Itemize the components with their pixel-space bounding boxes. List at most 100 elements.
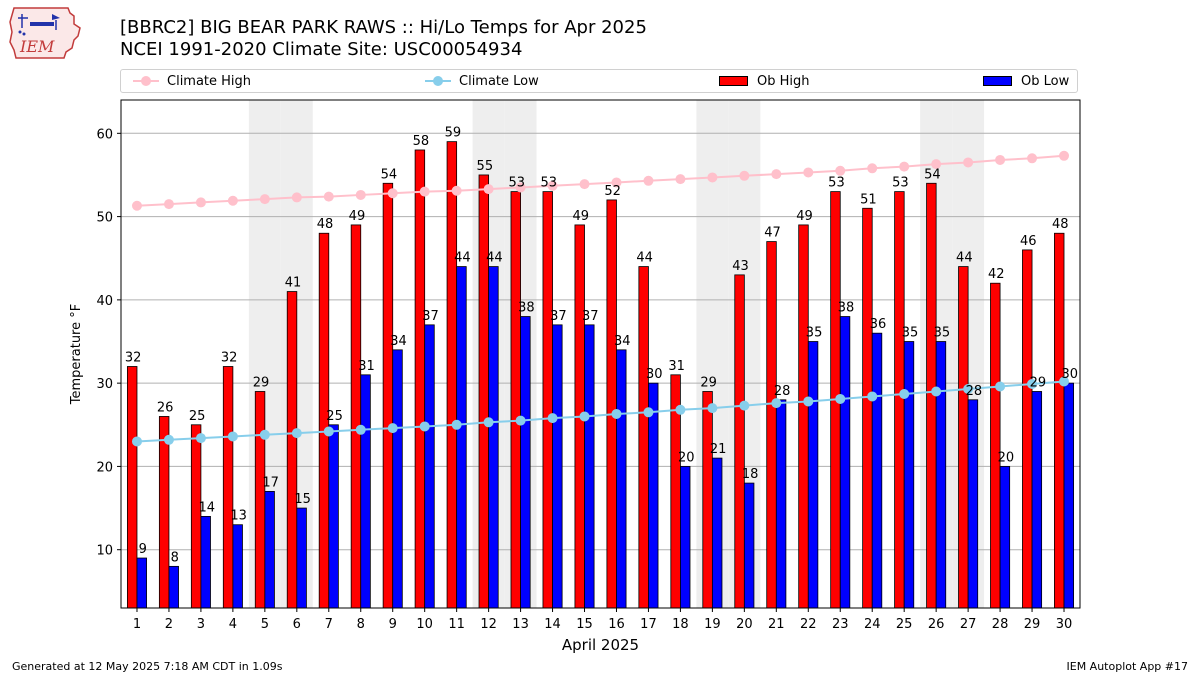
- ob-high-bar: [1054, 232, 1065, 609]
- x-tick-label: 11: [448, 617, 465, 632]
- ob-high-value-label: 49: [572, 209, 589, 224]
- generated-timestamp: Generated at 12 May 2025 7:18 AM CDT in …: [12, 660, 283, 673]
- ob-high-value-label: 55: [477, 159, 494, 174]
- climate-high-point: [547, 180, 558, 191]
- chart-legend: Climate High Climate Low Ob High Ob Low: [120, 69, 1078, 93]
- ob-high-bar: [542, 191, 553, 609]
- ob-high-bar: [190, 424, 202, 609]
- y-tick-label: 40: [96, 294, 113, 309]
- x-tick-label: 26: [928, 617, 945, 632]
- ob-low-value-label: 34: [614, 334, 631, 349]
- x-tick-label: 19: [704, 617, 721, 632]
- ob-low-bar: [616, 349, 627, 609]
- climate-low-point: [387, 423, 398, 434]
- x-tick-label: 20: [736, 617, 753, 632]
- ob-high-value-label: 49: [796, 209, 813, 224]
- ob-low-bar: [871, 332, 883, 609]
- ob-high-bar: [254, 391, 266, 609]
- ob-high-value-label: 29: [253, 375, 270, 390]
- x-tick-label: 18: [672, 617, 689, 632]
- ob-high-bar: [638, 266, 649, 609]
- y-tick-label: 60: [96, 127, 113, 142]
- climate-low-point: [259, 429, 270, 440]
- ob-high-value-label: 47: [764, 226, 781, 241]
- climate-high-point: [995, 154, 1006, 165]
- ob-high-value-label: 46: [1020, 234, 1037, 249]
- ob-high-bar: [734, 274, 745, 609]
- legend-label-ob-high: Ob High: [757, 73, 810, 89]
- ob-high-value-label: 51: [860, 192, 877, 207]
- ob-low-value-label: 17: [262, 475, 279, 490]
- x-tick-label: 17: [640, 617, 657, 632]
- ob-low-bar: [967, 399, 979, 609]
- ob-high-value-label: 43: [732, 259, 749, 274]
- ob-low-value-label: 35: [806, 326, 823, 341]
- ob-low-value-label: 20: [678, 450, 695, 465]
- ob-high-value-label: 32: [125, 350, 142, 365]
- ob-low-bar: [520, 316, 531, 609]
- climate-high-point: [899, 161, 910, 172]
- ob-high-bar: [222, 366, 234, 609]
- ob-low-value-label: 15: [294, 492, 311, 507]
- ob-high-value-label: 44: [956, 251, 973, 266]
- ob-low-value-label: 44: [486, 251, 503, 266]
- svg-text:IEM: IEM: [19, 37, 55, 56]
- ob-low-value-label: 36: [870, 317, 887, 332]
- ob-low-bar: [1031, 391, 1043, 609]
- ob-high-value-label: 53: [828, 176, 845, 191]
- legend-item-ob-low: Ob Low: [983, 70, 1069, 92]
- x-tick-label: 23: [832, 617, 849, 632]
- ob-high-bar: [350, 224, 362, 609]
- ob-low-value-label: 38: [838, 301, 855, 316]
- x-tick-label: 6: [293, 617, 301, 632]
- ob-low-value-label: 37: [550, 309, 567, 324]
- ob-high-value-label: 42: [988, 267, 1005, 282]
- climate-high-point: [739, 170, 750, 181]
- ob-low-value-label: 21: [710, 442, 727, 457]
- climate-low-point: [611, 408, 622, 419]
- ob-high-value-label: 54: [924, 167, 941, 182]
- climate-low-point: [835, 393, 846, 404]
- climate-high-point: [707, 172, 718, 183]
- x-tick-label: 1: [133, 617, 141, 632]
- climate-high-point: [931, 159, 942, 170]
- climate-high-point: [675, 174, 686, 185]
- x-tick-label: 2: [165, 617, 173, 632]
- ob-low-bar: [360, 374, 371, 609]
- ob-low-value-label: 14: [198, 500, 215, 515]
- ob-high-bar: [798, 224, 809, 609]
- ob-low-value-label: 37: [422, 309, 439, 324]
- ob-high-bar: [1022, 249, 1033, 609]
- climate-high-point: [803, 167, 814, 178]
- ob-low-bar: [743, 482, 755, 609]
- climate-low-point: [323, 426, 334, 437]
- ob-low-bar: [807, 341, 819, 609]
- climate-low-point: [451, 419, 462, 430]
- climate-low-point: [963, 383, 974, 394]
- climate-low-point: [131, 436, 142, 447]
- ob-high-value-label: 25: [189, 409, 206, 424]
- climate-high-point: [579, 179, 590, 190]
- ob-low-bar: [456, 266, 467, 609]
- ob-high-bar: [510, 191, 521, 609]
- climate-low-point: [931, 386, 942, 397]
- x-tick-label: 30: [1056, 617, 1073, 632]
- legend-label-ob-low: Ob Low: [1021, 73, 1070, 89]
- ob-low-bar: [168, 565, 179, 609]
- climate-high-point: [163, 199, 174, 210]
- ob-high-value-label: 53: [509, 176, 526, 191]
- chart-title: [BBRC2] BIG BEAR PARK RAWS :: Hi/Lo Temp…: [120, 17, 647, 38]
- ob-low-bar: [584, 324, 595, 609]
- ob-low-bar: [488, 266, 499, 609]
- ob-high-bar: [478, 174, 490, 609]
- climate-high-point: [131, 200, 142, 211]
- climate-high-point: [1059, 150, 1070, 161]
- ob-high-bar: [766, 241, 777, 609]
- ob-low-value-label: 30: [646, 367, 663, 382]
- climate-low-point: [675, 404, 686, 415]
- y-tick-label: 20: [96, 460, 113, 475]
- legend-item-climate-low: Climate Low: [425, 70, 539, 92]
- x-tick-label: 25: [896, 617, 913, 632]
- x-tick-label: 15: [576, 617, 593, 632]
- ob-high-bar: [894, 191, 905, 609]
